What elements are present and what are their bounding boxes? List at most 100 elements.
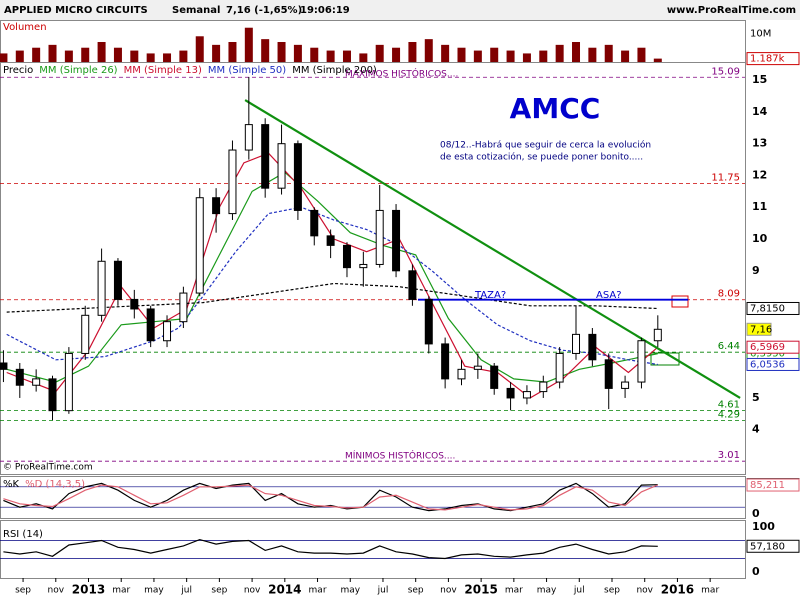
y-tick-label: 13 xyxy=(752,137,767,150)
candle-body xyxy=(392,209,401,272)
value-box xyxy=(746,322,772,336)
level-label: 4.29 xyxy=(718,410,740,421)
volume-bar xyxy=(113,47,122,62)
candle-body xyxy=(0,362,8,370)
legend-entry: MM (Simple 26) xyxy=(39,65,117,76)
y-tick-label: 5 xyxy=(752,391,760,404)
level-label: 15.09 xyxy=(711,66,740,77)
volume-bar xyxy=(621,50,630,62)
y-tick-label: 0 xyxy=(752,565,760,578)
x-tick-label: jul xyxy=(573,586,585,596)
volume-bar xyxy=(261,39,270,62)
period: Semanal xyxy=(172,5,220,16)
panel-label-bg xyxy=(1,21,45,33)
volume-bar xyxy=(130,50,139,62)
value-box-label: 7,8150 xyxy=(750,303,785,314)
candle-body xyxy=(277,143,286,189)
candle-body xyxy=(506,387,515,399)
level-label: 11.75 xyxy=(711,172,740,183)
level-label: 3.01 xyxy=(718,450,740,461)
y-tick-label: 9 xyxy=(752,264,760,277)
value-box-label: 7,16 xyxy=(750,324,772,335)
y-tick-label: 14 xyxy=(752,105,768,118)
volume-bar xyxy=(244,27,253,62)
candle-body xyxy=(244,124,253,151)
volume-bar xyxy=(572,42,581,62)
panel-title: Volumen xyxy=(3,22,47,33)
quote: 7,16 (-1,65%) xyxy=(226,5,302,16)
candle-body xyxy=(212,197,221,215)
x-tick-label: sep xyxy=(408,586,424,596)
candle-body xyxy=(293,143,302,211)
volume-bar xyxy=(228,42,237,62)
x-tick-label: mar xyxy=(505,586,523,596)
time: 19:06:19 xyxy=(300,5,350,16)
volume-bar xyxy=(342,50,351,62)
volume-bar xyxy=(441,44,450,62)
header-bar xyxy=(0,0,800,20)
x-tick-label: 2015 xyxy=(464,583,497,597)
volume-bar xyxy=(457,47,466,62)
x-tick-label: 2014 xyxy=(268,583,301,597)
candle-body xyxy=(97,260,106,316)
value-box xyxy=(746,340,800,354)
volume-bar xyxy=(32,47,41,62)
y-tick-label: 4 xyxy=(752,423,760,436)
annotation: MÁXIMOS HISTÓRICOS.... xyxy=(345,68,458,80)
candle-body xyxy=(408,270,417,300)
candle-body xyxy=(604,359,613,389)
volume-bar xyxy=(392,47,401,62)
volume-bar xyxy=(408,42,417,62)
x-tick-label: mar xyxy=(112,586,130,596)
x-tick-label: nov xyxy=(636,586,653,596)
candle-body xyxy=(621,381,630,389)
candle-body xyxy=(228,149,237,215)
trendline xyxy=(244,99,741,399)
volume-bar xyxy=(163,53,172,62)
highlight-box xyxy=(671,295,689,308)
panel-title: RSI (14) xyxy=(3,529,43,540)
volume-bar xyxy=(506,50,515,62)
indicator-line xyxy=(3,484,659,511)
volume-bar xyxy=(653,58,662,62)
volume-bar xyxy=(310,47,319,62)
x-tick-label: mar xyxy=(701,586,719,596)
level-label: 4.61 xyxy=(718,399,740,410)
x-tick-label: sep xyxy=(604,586,620,596)
candle-body xyxy=(555,352,564,383)
volume-bar xyxy=(179,50,188,62)
candle-body xyxy=(424,298,433,345)
x-tick-label: nov xyxy=(440,586,457,596)
x-tick-label: may xyxy=(340,586,360,596)
indicator-line xyxy=(3,538,658,560)
candle-body xyxy=(490,365,499,389)
volume-bar xyxy=(539,50,548,62)
candle-body xyxy=(588,333,597,361)
legend-entry: MM (Simple 200) xyxy=(292,65,377,76)
rsi-frame xyxy=(0,520,746,579)
volume-bar xyxy=(97,42,106,62)
price-frame xyxy=(0,62,746,475)
volume-bar xyxy=(81,47,90,62)
y-tick-label: 0 xyxy=(752,507,760,520)
y-tick-label: 15 xyxy=(752,73,767,86)
candle-body xyxy=(310,209,319,237)
volume-bar xyxy=(293,44,302,62)
x-tick-label: jul xyxy=(180,586,192,596)
note: 08/12..-Habrá que seguir de cerca la evo… xyxy=(440,140,651,151)
candle-body xyxy=(113,260,122,300)
x-tick-label: sep xyxy=(211,586,227,596)
candle-body xyxy=(359,263,368,269)
value-box xyxy=(746,301,800,315)
volume-bar xyxy=(473,50,482,62)
volume-bar xyxy=(604,44,613,62)
x-tick-label: mar xyxy=(309,586,327,596)
site: www.ProRealTime.com xyxy=(667,5,796,16)
candle-body xyxy=(64,352,73,412)
y-tick-label: 12 xyxy=(752,168,767,181)
candle-body xyxy=(179,292,188,323)
candle-body xyxy=(473,365,482,370)
volume-bar xyxy=(212,44,221,62)
value-box xyxy=(746,478,800,492)
